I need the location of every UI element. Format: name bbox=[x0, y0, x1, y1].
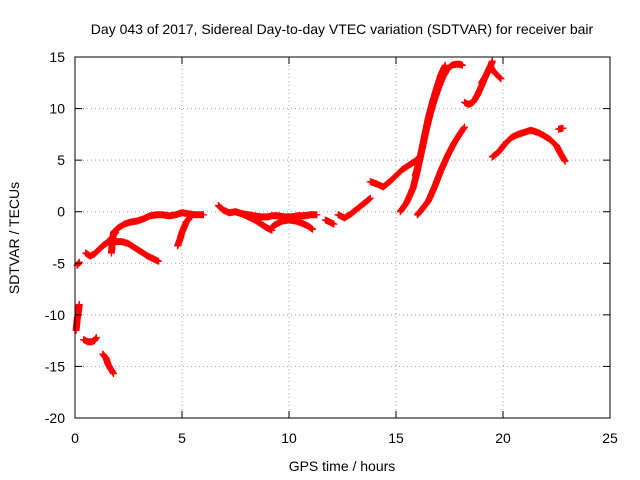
data-series-track-20 bbox=[488, 126, 569, 165]
y-tick-label: 5 bbox=[57, 152, 65, 168]
data-series-track-10 bbox=[232, 208, 276, 234]
tick-layer bbox=[74, 56, 611, 419]
x-axis-label: GPS time / hours bbox=[289, 458, 396, 474]
data-series-track-08 bbox=[174, 211, 197, 250]
x-tick-label: 15 bbox=[388, 430, 404, 446]
y-tick-label: -20 bbox=[45, 410, 65, 426]
y-tick-label: 10 bbox=[49, 101, 65, 117]
data-series-track-13 bbox=[334, 194, 374, 222]
data-series-track-12 bbox=[321, 216, 338, 228]
y-axis-label: SDTVAR / TECUs bbox=[6, 182, 22, 294]
data-series-track-21 bbox=[555, 124, 567, 133]
x-tick-label: 0 bbox=[71, 430, 79, 446]
x-tick-label: 10 bbox=[281, 430, 297, 446]
data-series-track-19 bbox=[478, 57, 496, 87]
data-layer bbox=[72, 57, 569, 378]
x-tick-label: 20 bbox=[495, 430, 511, 446]
data-series-track-03 bbox=[99, 350, 117, 378]
x-tick-label: 25 bbox=[602, 430, 618, 446]
chart-title: Day 043 of 2017, Sidereal Day-to-day VTE… bbox=[91, 21, 594, 37]
y-tick-label: -15 bbox=[45, 358, 65, 374]
data-series-track-14 bbox=[366, 153, 423, 191]
data-series-track-16 bbox=[411, 61, 449, 180]
data-series-track-02 bbox=[80, 334, 100, 346]
y-tick-label: -10 bbox=[45, 307, 65, 323]
y-tick-label: -5 bbox=[53, 255, 66, 271]
tick-label-layer: 0 5 10 15 20 25 -20 -15 -10 -5 0 5 10 15 bbox=[45, 49, 618, 446]
data-series-track-17 bbox=[413, 123, 468, 219]
y-tick-label: 15 bbox=[49, 49, 65, 65]
data-series-track-11 bbox=[268, 216, 316, 233]
y-tick-label: 0 bbox=[57, 204, 65, 220]
x-tick-label: 5 bbox=[178, 430, 186, 446]
plot-frame bbox=[74, 56, 611, 419]
